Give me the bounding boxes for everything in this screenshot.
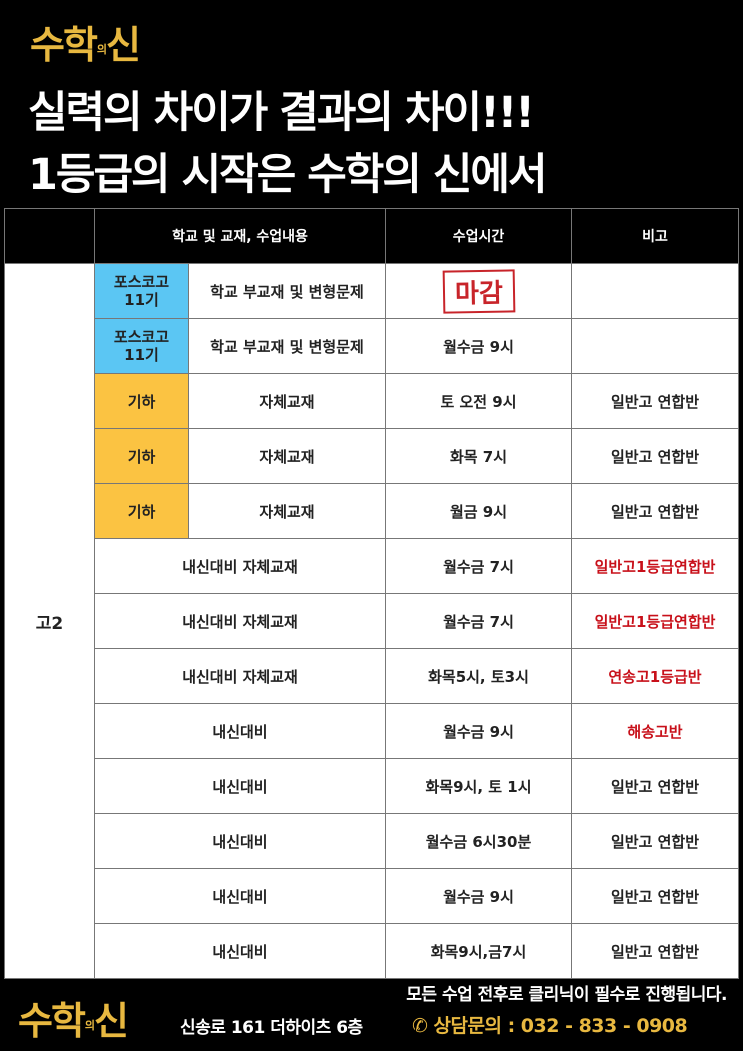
content-cell: 학교 부교재 및 변형문제 <box>188 318 386 374</box>
table-row: 기하 자체교재 월금 9시 일반고 연합반 <box>5 483 739 539</box>
table-row: 기하 자체교재 화목 7시 일반고 연합반 <box>5 428 739 484</box>
table-row: 내신대비 자체교재 월수금 7시 일반고1등급연합반 <box>5 593 739 649</box>
footer-logo: 수학의신 <box>18 998 129 1043</box>
table-row: 내신대비 화목9시, 토 1시 일반고 연합반 <box>5 758 739 814</box>
headline-line-2: 1등급의 시작은 수학의 신에서 <box>28 150 548 200</box>
subject-badge: 포스코고 11기 <box>94 318 189 374</box>
time-cell: 월수금 9시 <box>385 318 572 374</box>
time-cell: 월금 9시 <box>385 483 572 539</box>
content-cell: 학교 부교재 및 변형문제 <box>188 263 386 319</box>
contact-info: ✆ 상담문의 : 032 - 833 - 0908 <box>412 1011 688 1038</box>
time-cell: 화목9시,금7시 <box>385 923 572 979</box>
content-cell: 내신대비 자체교재 <box>94 593 386 649</box>
note-cell: 일반고 연합반 <box>571 813 739 869</box>
subject-badge: 기하 <box>94 483 189 539</box>
note-cell: 일반고 연합반 <box>571 868 739 924</box>
content-cell: 내신대비 <box>94 868 386 924</box>
subject-badge: 포스코고 11기 <box>94 263 189 319</box>
note-cell: 일반고 연합반 <box>571 373 739 429</box>
content-cell: 내신대비 자체교재 <box>94 538 386 594</box>
time-cell: 화목5시, 토3시 <box>385 648 572 704</box>
phone-icon: ✆ <box>412 1015 428 1037</box>
time-cell: 월수금 6시30분 <box>385 813 572 869</box>
note-cell: 해송고반 <box>571 703 739 759</box>
table-row: 기하 자체교재 토 오전 9시 일반고 연합반 <box>5 373 739 429</box>
note-cell: 일반고 연합반 <box>571 428 739 484</box>
table-row: 내신대비 월수금 6시30분 일반고 연합반 <box>5 813 739 869</box>
content-cell: 자체교재 <box>188 483 386 539</box>
content-cell: 자체교재 <box>188 428 386 484</box>
note-cell: 일반고 연합반 <box>571 923 739 979</box>
header-grade <box>4 208 95 264</box>
table-row: 포스코고 11기 학교 부교재 및 변형문제 월수금 9시 <box>5 318 739 374</box>
table-row: 내신대비 월수금 9시 해송고반 <box>5 703 739 759</box>
grade-cell: 고2 <box>4 263 95 979</box>
content-cell: 내신대비 자체교재 <box>94 648 386 704</box>
header-time: 수업시간 <box>385 208 572 264</box>
schedule-table: 학교 및 교재, 수업내용 수업시간 비고 고2 포스코고 11기 학교 부교재 및 … <box>4 208 739 979</box>
table-row: 내신대비 자체교재 화목5시, 토3시 연송고1등급반 <box>5 648 739 704</box>
header-note: 비고 <box>571 208 739 264</box>
table-row: 내신대비 화목9시,금7시 일반고 연합반 <box>5 923 739 979</box>
table-row: 고2 포스코고 11기 학교 부교재 및 변형문제 마감 <box>4 263 739 979</box>
time-cell: 마감 <box>385 263 572 319</box>
time-cell: 토 오전 9시 <box>385 373 572 429</box>
closed-stamp: 마감 <box>442 268 515 314</box>
note-cell: 일반고1등급연합반 <box>571 538 739 594</box>
time-cell: 화목 7시 <box>385 428 572 484</box>
clinic-notice: 모든 수업 전후로 클리닉이 필수로 진행됩니다. <box>406 985 727 1005</box>
contact-text: 상담문의 : 032 - 833 - 0908 <box>433 1015 688 1037</box>
content-cell: 자체교재 <box>188 373 386 429</box>
content-cell: 내신대비 <box>94 813 386 869</box>
brand-logo: 수학의신 <box>30 22 141 67</box>
table-row: 내신대비 월수금 9시 일반고 연합반 <box>5 868 739 924</box>
note-cell <box>571 318 739 374</box>
time-cell: 월수금 7시 <box>385 538 572 594</box>
subject-badge: 기하 <box>94 428 189 484</box>
note-cell: 일반고 연합반 <box>571 483 739 539</box>
note-cell: 일반고 연합반 <box>571 758 739 814</box>
content-cell: 내신대비 <box>94 923 386 979</box>
content-cell: 내신대비 <box>94 703 386 759</box>
time-cell: 월수금 9시 <box>385 703 572 759</box>
time-cell: 월수금 9시 <box>385 868 572 924</box>
table-row: 내신대비 자체교재 월수금 7시 일반고1등급연합반 <box>5 538 739 594</box>
subject-badge: 기하 <box>94 373 189 429</box>
header-content: 학교 및 교재, 수업내용 <box>94 208 386 264</box>
address: 신송로 161 더하이츠 6층 <box>180 1018 363 1038</box>
note-cell <box>571 263 739 319</box>
time-cell: 월수금 7시 <box>385 593 572 649</box>
table-header-row: 학교 및 교재, 수업내용 수업시간 비고 <box>4 208 739 264</box>
headline-line-1: 실력의 차이가 결과의 차이!!! <box>28 88 535 138</box>
note-cell: 연송고1등급반 <box>571 648 739 704</box>
time-cell: 화목9시, 토 1시 <box>385 758 572 814</box>
note-cell: 일반고1등급연합반 <box>571 593 739 649</box>
content-cell: 내신대비 <box>94 758 386 814</box>
